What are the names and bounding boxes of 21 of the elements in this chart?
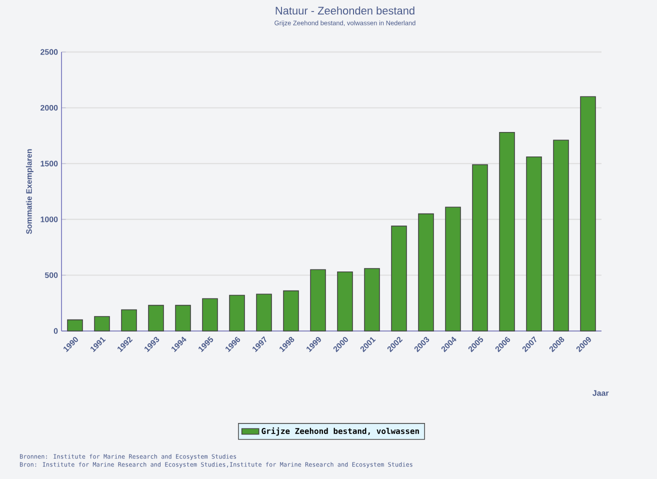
bar (229, 294, 245, 332)
bar (553, 140, 569, 332)
bar (364, 268, 380, 332)
bar (310, 269, 326, 332)
bar (67, 319, 83, 332)
bar (472, 164, 488, 332)
bar (418, 213, 434, 332)
bar (202, 298, 218, 332)
bar (499, 132, 515, 332)
bar (175, 304, 191, 332)
bar (337, 271, 353, 332)
bar (256, 294, 272, 332)
chart-title: Natuur - Zeehonden bestand (276, 6, 414, 15)
bar (121, 309, 137, 332)
bar (580, 96, 596, 332)
bar (391, 226, 407, 332)
bar (94, 316, 110, 332)
bar (445, 206, 461, 332)
bar (283, 290, 299, 332)
bar (148, 304, 164, 332)
bar (526, 156, 542, 332)
